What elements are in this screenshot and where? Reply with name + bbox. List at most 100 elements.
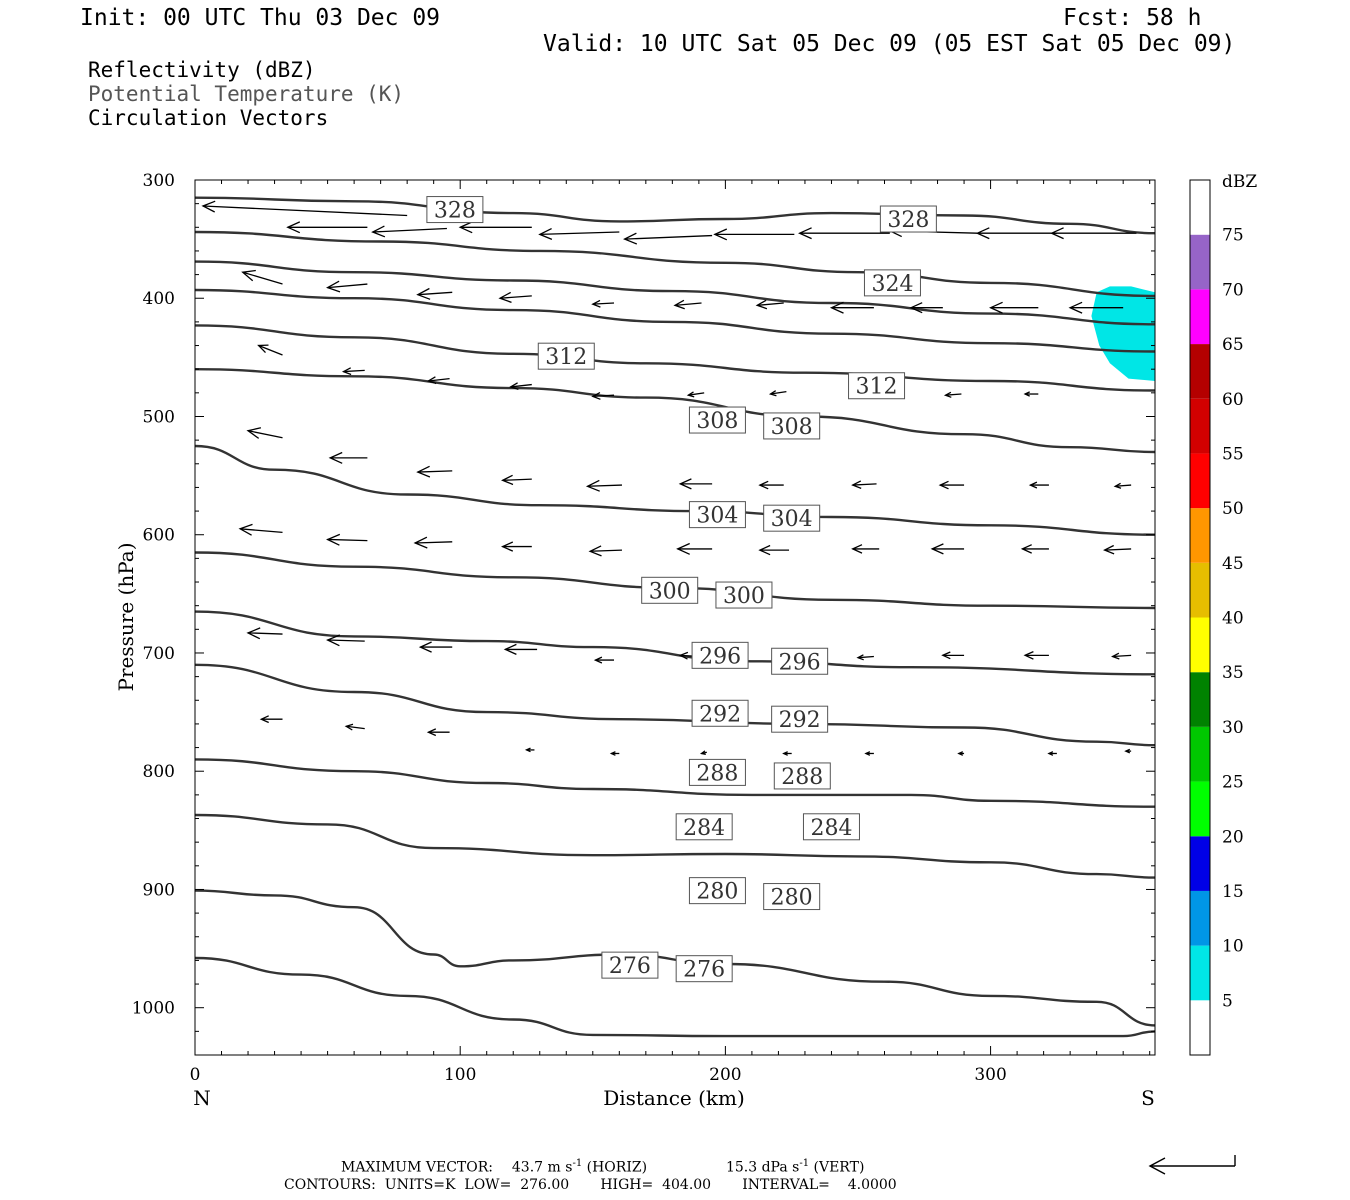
contour-label-text: 280	[696, 880, 738, 905]
isentrope-304	[195, 444, 1155, 536]
contour-label-text: 288	[781, 765, 823, 790]
x-tick-label: 200	[709, 1065, 741, 1085]
circulation-vector	[501, 541, 532, 552]
circulation-vector	[416, 465, 453, 478]
circulation-vector	[238, 523, 283, 536]
circulation-vector	[591, 299, 615, 308]
contour-label: 308	[688, 406, 746, 434]
colorbar-label: 55	[1222, 444, 1244, 464]
isentrope-328	[195, 196, 1155, 235]
circulation-vector	[798, 227, 890, 240]
isentrope-276	[195, 956, 1155, 1038]
contour-label: 284	[675, 813, 733, 841]
y-tick-label: 900	[143, 880, 175, 900]
circulation-vector	[1103, 544, 1132, 555]
circulation-vector	[341, 367, 365, 376]
colorbar-label: 15	[1222, 882, 1244, 902]
y-tick-label: 400	[143, 289, 175, 309]
y-tick-label: 700	[143, 644, 175, 664]
contour-label-text: 312	[545, 345, 587, 370]
colorbar-swatch	[1190, 617, 1210, 673]
contour-label: 292	[771, 705, 829, 733]
contour-label-text: 312	[856, 375, 898, 400]
circulation-vector	[1111, 652, 1132, 660]
vert-value: 15.3 dPa s	[725, 1159, 800, 1176]
colorbar-swatch	[1190, 453, 1210, 509]
contour-label: 312	[848, 372, 906, 400]
circulation-vector	[864, 751, 874, 756]
colorbar-label: 10	[1222, 937, 1244, 957]
circulation-vector	[943, 391, 962, 398]
forecast-hour: Fcst: 58 h	[1063, 5, 1202, 31]
circulation-vector	[201, 200, 408, 217]
circulation-vector	[1023, 391, 1039, 397]
circulation-vector	[326, 634, 365, 647]
circulation-vector	[1113, 482, 1132, 489]
colorbar-label: 45	[1222, 554, 1244, 574]
contour-label-text: 292	[699, 702, 741, 727]
circulation-vector	[591, 392, 615, 400]
contour-label-text: 308	[696, 409, 738, 434]
colorbar-swatch	[1190, 726, 1210, 782]
x-tick-label: 300	[974, 1065, 1006, 1085]
circulation-vector	[851, 480, 877, 490]
vert-exponent: -1	[799, 1158, 810, 1169]
contour-label: 308	[763, 412, 821, 440]
y-tick-label: 300	[143, 171, 175, 191]
isentrope-308	[195, 368, 1155, 454]
contour-label: 280	[688, 877, 746, 905]
circulation-vector	[413, 536, 453, 549]
reference-vector	[1148, 1155, 1236, 1175]
legend-reflectivity: Reflectivity (dBZ)	[88, 58, 316, 82]
circulation-vector	[856, 654, 874, 661]
colorbar-swatch	[1190, 562, 1210, 618]
colorbar-label: 70	[1222, 280, 1244, 300]
y-axis-title: Pressure (hPa)	[114, 543, 138, 692]
contour-label-text: 284	[810, 816, 852, 841]
contour-label: 328	[879, 205, 937, 233]
circulation-vector	[755, 299, 784, 310]
circulation-vector	[938, 480, 965, 490]
colorbar-label: 25	[1222, 773, 1244, 793]
colorbar-label: 75	[1222, 226, 1244, 246]
colorbar-swatch	[1190, 672, 1210, 727]
circulation-vector	[498, 291, 532, 304]
circulation-vector	[538, 228, 620, 241]
circulation-vector	[344, 723, 365, 731]
circulation-vector	[909, 302, 943, 314]
circulation-vector	[758, 480, 784, 490]
colorbar-swatch	[1190, 289, 1210, 345]
reflectivity-area	[1091, 286, 1155, 381]
isentrope-296	[195, 610, 1155, 676]
colorbar-swatch	[1190, 344, 1210, 399]
isentrope-324	[195, 230, 1155, 298]
circulation-vector	[768, 390, 787, 397]
x-axis-title: Distance (km)	[603, 1086, 745, 1110]
contour-label-text: 276	[683, 958, 725, 983]
circulation-vector	[585, 479, 622, 492]
contours-info: CONTOURS: UNITS=K LOW= 276.00 HIGH= 404.…	[284, 1177, 897, 1193]
circulation-vector	[957, 751, 965, 756]
contour-label-text: 304	[771, 507, 813, 532]
circulation-vector	[371, 225, 447, 238]
vert-unit: (VERT)	[809, 1159, 865, 1176]
contour-label: 296	[771, 647, 829, 675]
colorbar-swatch	[1190, 180, 1210, 235]
y-tick-label: 800	[143, 762, 175, 782]
circulation-vector	[416, 287, 453, 300]
circulation-vector	[259, 715, 283, 724]
isentrope-284	[195, 813, 1155, 879]
colorbar-swatch	[1190, 836, 1210, 891]
contour-label-text: 308	[771, 415, 813, 440]
contour-label-text: 288	[696, 761, 738, 786]
legend-potential-temperature: Potential Temperature (K)	[88, 82, 405, 106]
contour-label: 288	[688, 758, 746, 786]
circulation-vector	[246, 627, 283, 640]
circulation-vector	[930, 543, 965, 555]
contour-label: 312	[537, 342, 595, 370]
circulation-vector	[328, 451, 368, 464]
x-end-label-south: S	[1141, 1086, 1155, 1110]
colorbar-swatch	[1190, 890, 1210, 946]
circulation-vector	[588, 545, 622, 557]
